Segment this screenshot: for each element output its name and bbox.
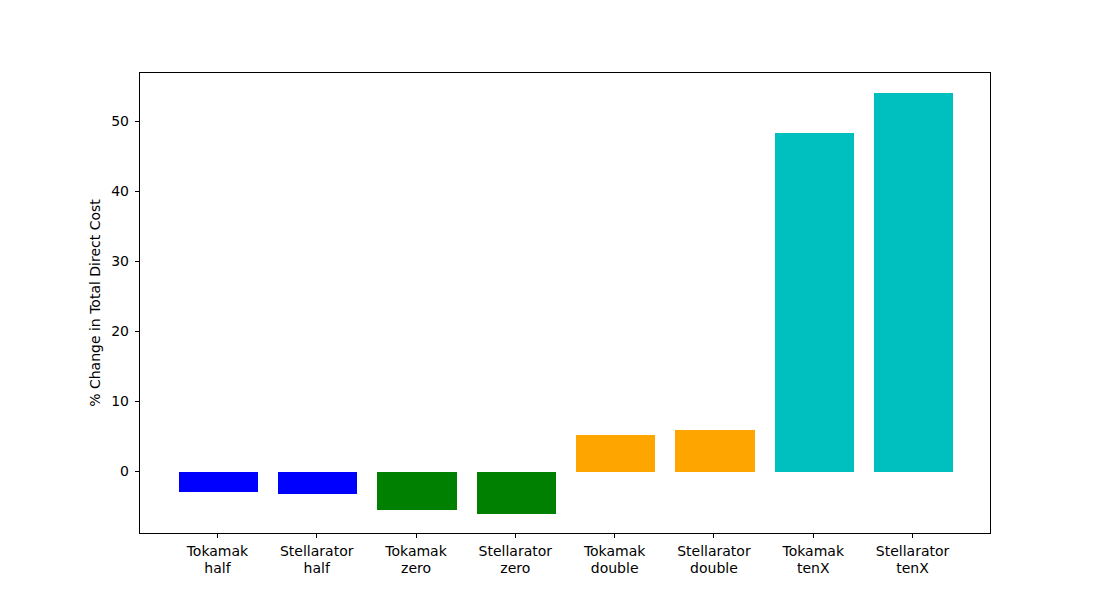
- y-tick-label-0: 0: [81, 463, 129, 480]
- y-tick-label-50: 50: [81, 113, 129, 130]
- x-tick-label-stellarator-zero: Stellarator zero: [479, 543, 553, 577]
- x-tick-mark: [813, 534, 814, 538]
- x-tick-mark: [416, 534, 417, 538]
- x-tick-label-tokamak-tenx: Tokamak tenX: [782, 543, 844, 577]
- bar-stellarator-tenx: [874, 93, 953, 472]
- x-tick-mark: [217, 534, 218, 538]
- x-tick-label-tokamak-half: Tokamak half: [187, 543, 249, 577]
- y-tick-label-40: 40: [81, 183, 129, 200]
- y-tick-mark: [135, 121, 139, 122]
- x-tick-mark: [316, 534, 317, 538]
- bar-tokamak-tenx: [775, 133, 854, 473]
- x-tick-mark: [614, 534, 615, 538]
- bar-stellarator-double: [675, 430, 754, 472]
- bar-stellarator-zero: [477, 472, 556, 514]
- y-tick-mark: [135, 261, 139, 262]
- bar-tokamak-half: [179, 472, 258, 492]
- plot-area: [139, 72, 991, 534]
- x-tick-mark: [912, 534, 913, 538]
- x-tick-label-stellarator-double: Stellarator double: [677, 543, 751, 577]
- y-tick-label-20: 20: [81, 323, 129, 340]
- x-tick-label-stellarator-tenx: Stellarator tenX: [876, 543, 950, 577]
- y-tick-mark: [135, 471, 139, 472]
- y-axis-label: % Change in Total Direct Cost: [87, 199, 103, 407]
- y-tick-label-10: 10: [81, 393, 129, 410]
- bar-tokamak-double: [576, 435, 655, 472]
- x-tick-mark: [515, 534, 516, 538]
- bar-tokamak-zero: [377, 472, 456, 510]
- x-tick-label-stellarator-half: Stellarator half: [280, 543, 354, 577]
- y-tick-label-30: 30: [81, 253, 129, 270]
- figure: % Change in Total Direct Cost Tokamak ha…: [0, 0, 1100, 600]
- bar-stellarator-half: [278, 472, 357, 494]
- y-tick-mark: [135, 331, 139, 332]
- x-tick-label-tokamak-double: Tokamak double: [584, 543, 646, 577]
- y-tick-mark: [135, 191, 139, 192]
- x-tick-mark: [713, 534, 714, 538]
- x-tick-label-tokamak-zero: Tokamak zero: [385, 543, 447, 577]
- y-tick-mark: [135, 401, 139, 402]
